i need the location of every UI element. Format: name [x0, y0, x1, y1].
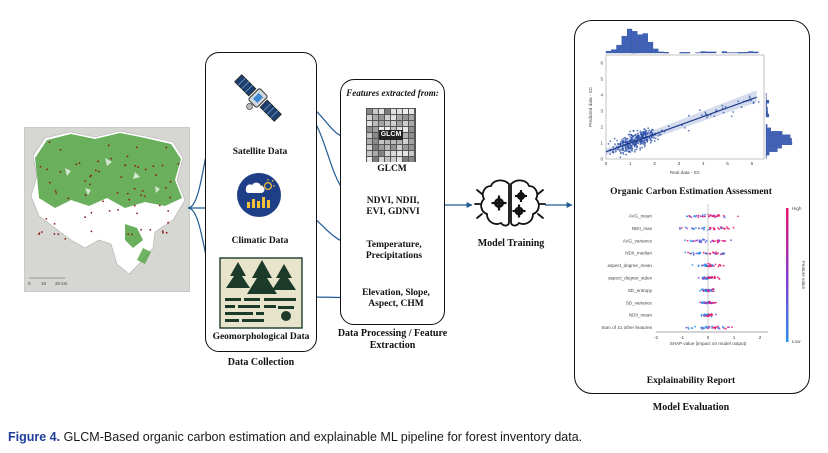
regression-band: [606, 90, 757, 155]
assessment-title: Organic Carbon Estimation Assessment: [610, 187, 772, 197]
scatter-ytick: 4: [600, 93, 603, 98]
shap-summary-plot: AVG_mean NDII_max AVG_variance NDII_mediana…: [601, 204, 806, 346]
top-histogram: [605, 28, 759, 54]
scale-tick-20: 20 km: [55, 281, 68, 286]
sample-points: [38, 141, 180, 240]
scatter-xtick: 0: [605, 161, 608, 166]
satellite-data-label: Satellite Data: [232, 147, 288, 157]
geomorphology-icon: [219, 257, 303, 329]
scale-tick-10: 10: [41, 281, 47, 286]
shap-xtick: -1: [680, 335, 685, 340]
shap-feature-label: NDII_median: [625, 251, 652, 256]
scatter-ytick: 0: [600, 157, 603, 162]
satellite-icon: [234, 74, 282, 122]
scatter-xtick: 4: [702, 161, 705, 166]
study-area-map: 0 10 20 km: [24, 127, 190, 292]
shap-feature-label: NDII_max: [632, 226, 653, 231]
features-header: Features extracted from:: [346, 88, 439, 98]
shap-xtick: 1: [733, 335, 736, 340]
spectral-indices-label: NDVI, NDII, EVI, GDNVI: [366, 196, 420, 217]
forest-cover: [35, 133, 182, 208]
geomorphological-data-label: Geomorphological Data: [212, 332, 310, 342]
shap-feature-label: SD_entropy: [628, 288, 653, 293]
shap-color-bar: [786, 208, 789, 342]
shap-feature-label: aspect_degree_mean: [608, 263, 653, 268]
brain-gears-icon: [474, 179, 546, 227]
regression-line: [605, 96, 757, 153]
data-processing-label: Data Processing / Feature Extraction: [337, 328, 448, 351]
right-histogram: [765, 92, 793, 159]
shap-xtick: 0: [707, 335, 710, 340]
shap-points: [678, 213, 739, 330]
shap-feature-label: SD_variance: [626, 300, 653, 305]
color-bar-title: Feature value: [801, 261, 806, 290]
scatter-plot: 0 1 2 3 4 5 6 0 1 2 3 4 5 6 Real data - SC Predicted…: [588, 28, 793, 175]
model-training-label: Model Training: [477, 238, 545, 249]
shap-xtick: 2: [759, 335, 762, 340]
scatter-xtick: 1: [629, 161, 632, 166]
model-evaluation-label: Model Evaluation: [652, 402, 730, 413]
shap-feature-label: NDII_mean: [629, 313, 653, 318]
scatter-ytick: 6: [600, 61, 603, 66]
scatter-xtick: 3: [678, 161, 681, 166]
scatter-ytick: 1: [600, 141, 603, 146]
climate-icon: [237, 173, 281, 217]
scatter-ytick: 5: [600, 77, 603, 82]
shap-xtick: -2: [654, 335, 659, 340]
glcm-icon: GLCM: [366, 108, 416, 162]
scatter-ylabel: Predicted data - SC: [588, 86, 593, 127]
glcm-label: GLCM: [377, 164, 407, 174]
figure-caption: Figure 4. GLCM-Based organic carbon esti…: [8, 430, 582, 444]
climatic-data-label: Climatic Data: [231, 236, 289, 246]
color-high-label: High: [792, 206, 802, 211]
scatter-xtick: 2: [653, 161, 656, 166]
climate-features-label: Temperature, Precipitations: [365, 240, 423, 261]
caption-text: GLCM-Based organic carbon estimation and…: [63, 430, 583, 444]
color-low-label: Low: [792, 339, 801, 344]
scatter-xtick: 6: [751, 161, 754, 166]
terrain-features-label: Elevation, Slope, Aspect, CHM: [362, 288, 430, 309]
shap-feature-label: AVG_mean: [629, 214, 653, 219]
shap-xlabel: SHAP value (impact on model output): [670, 341, 747, 346]
scatter-ytick: 3: [600, 109, 603, 114]
scatter-ytick: 2: [600, 125, 603, 130]
shap-feature-label: AVG_variance: [623, 238, 653, 243]
region-map-svg: 0 10 20 km: [25, 128, 189, 291]
shap-feature-label: Sum of 41 other features: [601, 325, 652, 330]
scatter-xlabel: Real data - SC: [670, 170, 701, 175]
scatter-xtick: 5: [726, 161, 729, 166]
figure-number: Figure 4.: [8, 430, 61, 444]
glcm-icon-text: GLCM: [380, 131, 402, 138]
scale-tick-0: 0: [28, 281, 31, 286]
explainability-label: Explainability Report: [646, 376, 736, 386]
shap-feature-label: aspect_degree_stdev: [608, 276, 653, 281]
data-collection-label: Data Collection: [227, 357, 295, 368]
